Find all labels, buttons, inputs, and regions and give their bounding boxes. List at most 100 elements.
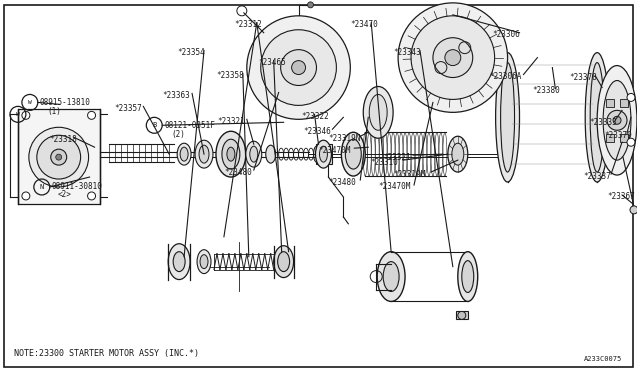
Text: NOTE:23300 STARTER MOTOR ASSY (INC.*): NOTE:23300 STARTER MOTOR ASSY (INC.*) — [14, 349, 199, 358]
Ellipse shape — [199, 145, 209, 163]
Text: *23306A: *23306A — [490, 72, 522, 81]
Text: *23337: *23337 — [583, 171, 611, 180]
Ellipse shape — [590, 62, 604, 172]
Circle shape — [627, 93, 635, 102]
Ellipse shape — [585, 53, 609, 182]
Text: *23358: *23358 — [216, 71, 244, 80]
Bar — [606, 99, 614, 107]
Ellipse shape — [314, 146, 319, 162]
Circle shape — [308, 2, 314, 8]
Circle shape — [292, 61, 305, 74]
Text: *23470: *23470 — [350, 20, 378, 29]
Circle shape — [627, 138, 635, 146]
Ellipse shape — [177, 143, 191, 165]
Ellipse shape — [180, 147, 188, 161]
Circle shape — [630, 206, 638, 214]
Text: *23319N: *23319N — [328, 134, 361, 143]
Text: *23380: *23380 — [532, 86, 560, 95]
Text: *23321: *23321 — [217, 117, 244, 126]
Ellipse shape — [216, 131, 246, 177]
Text: *23480: *23480 — [328, 177, 356, 186]
Circle shape — [281, 49, 317, 86]
Text: *23367: *23367 — [607, 192, 635, 202]
Ellipse shape — [364, 86, 393, 138]
Ellipse shape — [319, 146, 328, 162]
Text: *23310: *23310 — [370, 158, 398, 167]
Ellipse shape — [246, 141, 262, 167]
Ellipse shape — [197, 250, 211, 273]
Bar — [620, 99, 628, 107]
Text: *23321: *23321 — [383, 153, 411, 162]
Text: *23480: *23480 — [224, 167, 252, 177]
Text: *23346: *23346 — [303, 127, 332, 136]
Ellipse shape — [603, 80, 631, 160]
Circle shape — [398, 3, 508, 112]
Circle shape — [37, 135, 81, 179]
Text: *23357: *23357 — [115, 104, 142, 113]
Text: *23312: *23312 — [234, 20, 262, 29]
Text: 08121-0351F: 08121-0351F — [164, 121, 215, 130]
Circle shape — [51, 149, 67, 165]
Circle shape — [458, 311, 466, 319]
Text: (1): (1) — [48, 107, 61, 116]
Circle shape — [22, 192, 30, 200]
Ellipse shape — [173, 252, 185, 272]
Text: *23470M: *23470M — [378, 183, 411, 192]
Ellipse shape — [346, 139, 361, 169]
Ellipse shape — [495, 53, 520, 182]
Text: *23322: *23322 — [301, 112, 330, 121]
Circle shape — [411, 16, 495, 99]
Ellipse shape — [195, 140, 213, 168]
Ellipse shape — [274, 246, 294, 278]
Text: *23354: *23354 — [177, 48, 205, 57]
Ellipse shape — [383, 262, 399, 292]
Bar — [317, 144, 332, 164]
Text: *23465: *23465 — [259, 58, 287, 67]
Ellipse shape — [377, 252, 405, 301]
Ellipse shape — [222, 139, 240, 169]
Text: *23379: *23379 — [604, 131, 632, 140]
Text: *23363: *23363 — [162, 91, 190, 100]
Text: (2): (2) — [171, 130, 185, 139]
Text: A233C0075: A233C0075 — [584, 356, 622, 362]
Ellipse shape — [250, 146, 258, 162]
Circle shape — [29, 127, 88, 187]
Circle shape — [88, 111, 95, 119]
Ellipse shape — [500, 62, 515, 172]
Circle shape — [613, 116, 621, 124]
Text: 08911-30810: 08911-30810 — [52, 183, 102, 192]
Bar — [456, 311, 468, 319]
Circle shape — [607, 110, 627, 130]
Text: *23333: *23333 — [589, 118, 617, 127]
Circle shape — [433, 38, 473, 77]
Ellipse shape — [462, 261, 474, 292]
Ellipse shape — [227, 147, 235, 161]
Text: N: N — [40, 184, 44, 190]
Circle shape — [260, 30, 337, 105]
Text: W: W — [16, 112, 20, 117]
Ellipse shape — [448, 136, 468, 172]
Bar — [606, 134, 614, 141]
Ellipse shape — [341, 132, 365, 176]
Text: *23378: *23378 — [569, 73, 597, 82]
Text: 08915-13810: 08915-13810 — [40, 98, 91, 107]
Text: B: B — [152, 122, 156, 128]
Bar — [620, 134, 628, 141]
Bar — [18, 109, 100, 204]
Ellipse shape — [597, 65, 637, 175]
Ellipse shape — [278, 252, 290, 272]
Circle shape — [56, 154, 61, 160]
Ellipse shape — [316, 140, 332, 168]
Text: *23470M: *23470M — [319, 146, 351, 155]
Text: *23318: *23318 — [50, 135, 77, 144]
Text: *23306: *23306 — [493, 30, 520, 39]
Circle shape — [247, 16, 350, 119]
Circle shape — [22, 111, 30, 119]
Ellipse shape — [458, 252, 477, 301]
Text: W: W — [28, 100, 32, 105]
Ellipse shape — [168, 244, 190, 279]
Ellipse shape — [266, 145, 276, 163]
Text: <2>: <2> — [58, 190, 72, 199]
Ellipse shape — [369, 94, 387, 130]
Circle shape — [445, 49, 461, 65]
